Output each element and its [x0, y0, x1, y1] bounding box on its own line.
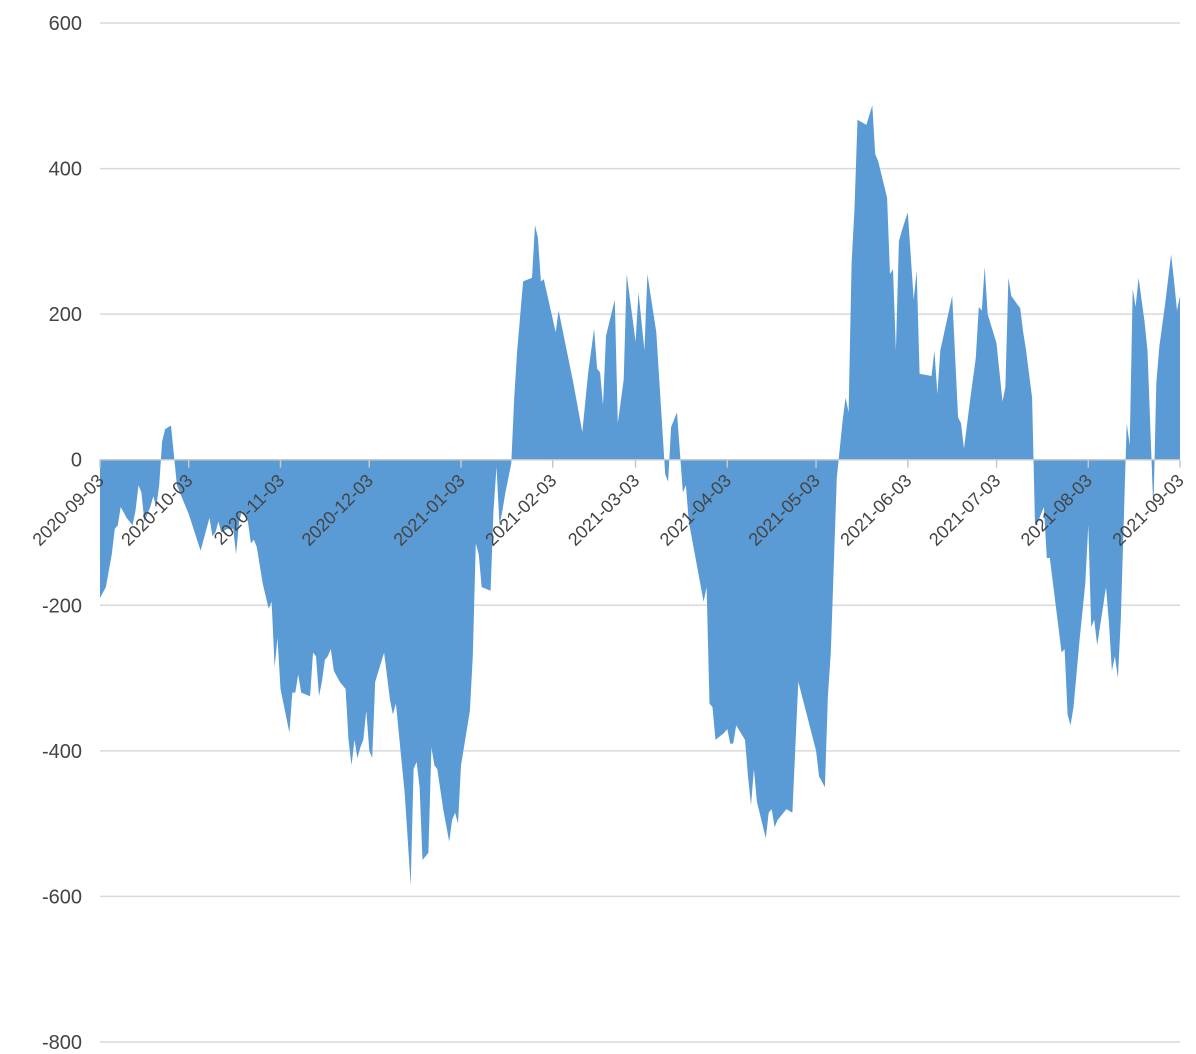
- y-tick-label: 0: [71, 450, 82, 472]
- area-series: [100, 105, 1180, 886]
- x-tick-label: 2021-07-03: [925, 470, 1004, 549]
- y-tick-label: -800: [42, 1032, 82, 1054]
- y-tick-label: -200: [42, 595, 82, 617]
- y-tick-label: -400: [42, 741, 82, 763]
- y-axis-tick-labels: 600 400 200 0 -200 -400 -600 -800: [42, 13, 82, 1054]
- x-tick-label: 2021-06-03: [836, 470, 915, 549]
- y-tick-label: 200: [49, 304, 82, 326]
- y-tick-label: 400: [49, 159, 82, 181]
- x-tick-label: 2021-03-03: [564, 470, 643, 549]
- x-axis-ticks: [99, 459, 1181, 468]
- y-tick-label: -600: [42, 886, 82, 908]
- y-tick-label: 600: [49, 13, 82, 35]
- x-tick-label: 2020-09-03: [29, 470, 108, 549]
